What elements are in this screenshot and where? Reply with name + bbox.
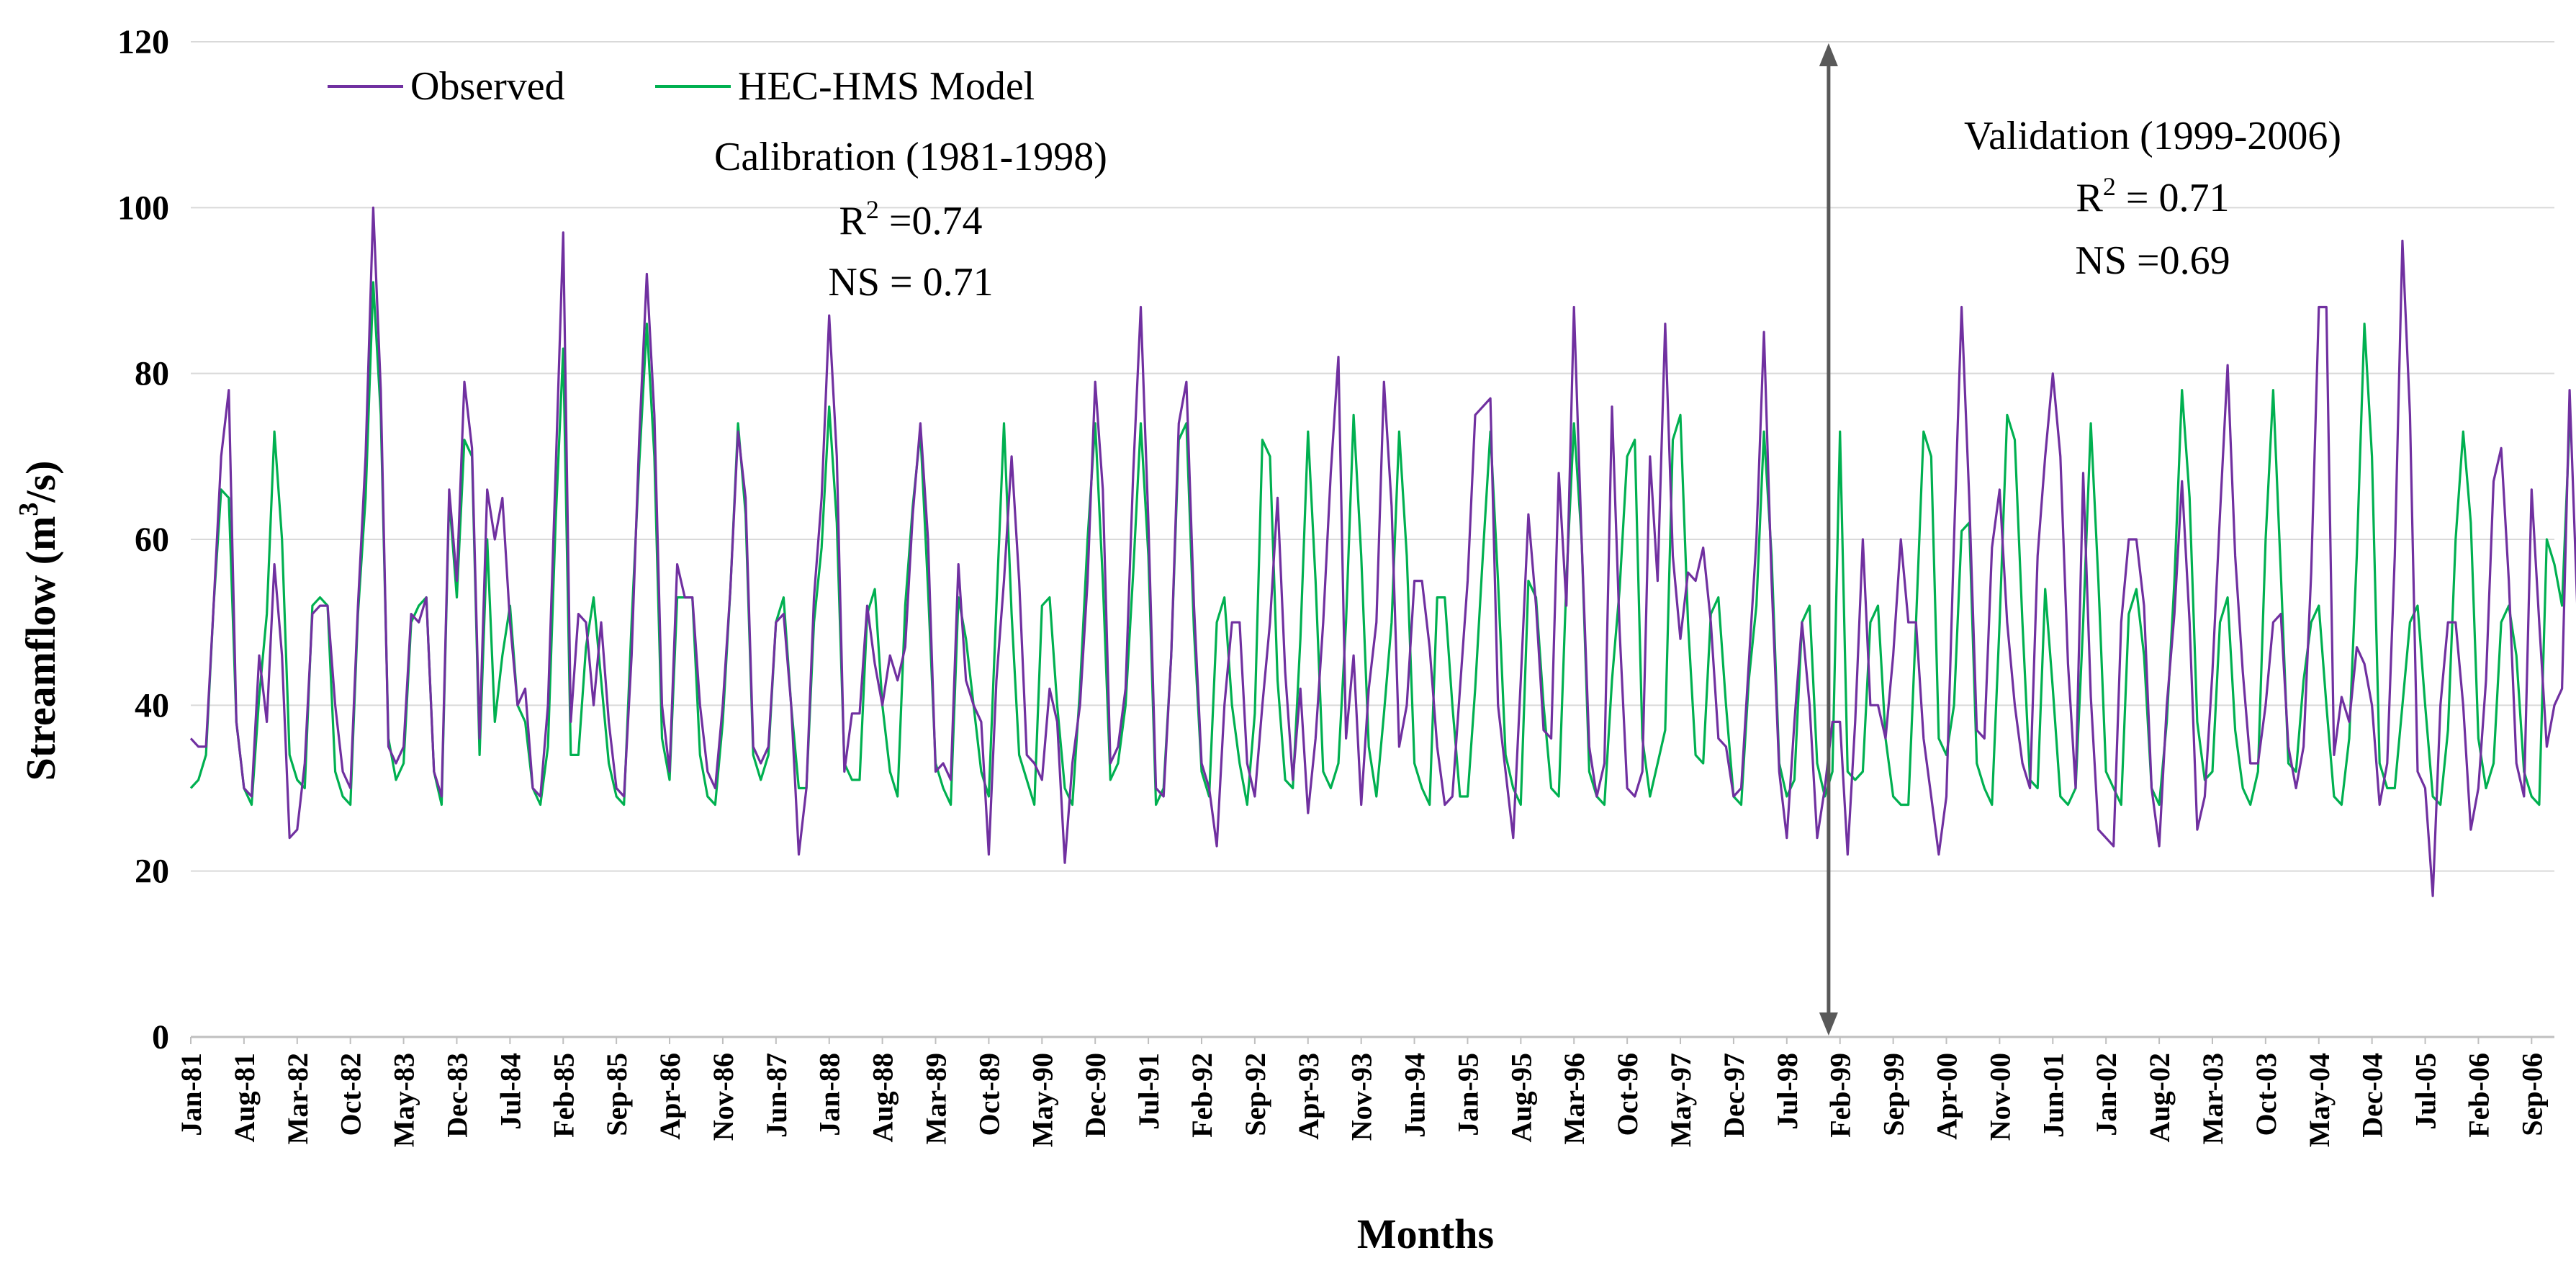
x-tick-label: Mar-96 <box>1558 1053 1590 1144</box>
x-tick-label: Dec-83 <box>441 1053 473 1138</box>
legend: Observed HEC-HMS Model <box>328 64 1035 109</box>
x-tick-label: Nov-93 <box>1346 1053 1378 1141</box>
series-lines <box>189 206 2576 897</box>
x-tick-label: May-04 <box>2303 1053 2336 1147</box>
calibration-ns: NS = 0.71 <box>828 260 993 305</box>
calibration-validation-divider <box>1819 43 1838 1036</box>
x-tick-label: Oct-89 <box>973 1053 1005 1136</box>
x-tick-label: Nov-00 <box>1983 1053 2016 1141</box>
x-tick-label: Feb-99 <box>1824 1053 1857 1138</box>
validation-r2: R2 = 0.71 <box>2076 172 2230 220</box>
divider-arrowhead-bottom <box>1819 1012 1838 1036</box>
x-tick-label: May-90 <box>1026 1053 1058 1147</box>
x-tick-label: Aug-95 <box>1505 1053 1537 1142</box>
x-tick-label: Feb-85 <box>547 1053 580 1138</box>
x-tick-label: Sep-92 <box>1239 1053 1271 1136</box>
x-tick-label: Jan-95 <box>1451 1053 1484 1136</box>
x-tick-label: Sep-99 <box>1878 1053 1910 1136</box>
x-tick-label: Jul-98 <box>1771 1053 1803 1130</box>
x-tick-label: Mar-03 <box>2197 1053 2229 1144</box>
x-tick-label: Jun-01 <box>2037 1053 2069 1138</box>
y-tick-label: 40 <box>135 686 169 724</box>
y-tick-label: 20 <box>135 853 169 891</box>
x-tick-label: Sep-06 <box>2516 1053 2548 1136</box>
x-tick-label: Aug-81 <box>228 1053 261 1142</box>
x-tick-label: Jul-05 <box>2410 1053 2442 1130</box>
x-tick-label: Jun-94 <box>1399 1053 1431 1138</box>
x-tick-label: Feb-06 <box>2462 1053 2495 1138</box>
series-line-observed <box>189 206 2576 897</box>
x-tick-label: Jan-02 <box>2090 1053 2122 1136</box>
divider-arrowhead-top <box>1819 43 1838 66</box>
x-tick-label: May-83 <box>388 1053 420 1147</box>
x-tick-label: Jul-84 <box>494 1053 526 1130</box>
x-tick-label: May-97 <box>1665 1053 1697 1147</box>
x-axis-tick-labels: Jan-81 Aug-81 Mar-82 Oct-82 May-83 Dec-83 Jul-… <box>175 1037 2548 1147</box>
x-tick-label: Jul-91 <box>1132 1053 1165 1130</box>
y-axis-tick-labels: 0 20 40 60 80 100 120 <box>117 23 169 1056</box>
x-tick-label: Nov-86 <box>707 1053 739 1141</box>
x-tick-label: Apr-86 <box>654 1053 686 1140</box>
legend-model-label: HEC-HMS Model <box>738 64 1035 109</box>
validation-ns: NS =0.69 <box>2075 238 2230 283</box>
x-tick-label: Oct-82 <box>335 1053 367 1136</box>
x-tick-label: Jun-87 <box>760 1053 793 1138</box>
calibration-title: Calibration (1981-1998) <box>714 135 1107 179</box>
x-tick-label: Mar-82 <box>282 1053 314 1144</box>
x-tick-label: Oct-96 <box>1611 1053 1644 1136</box>
x-tick-label: Oct-03 <box>2250 1053 2282 1136</box>
y-tick-label: 80 <box>135 355 169 393</box>
x-tick-label: Aug-88 <box>867 1053 899 1142</box>
x-tick-label: Jan-81 <box>175 1053 207 1136</box>
y-axis-title: Streamflow (m3/s) <box>14 461 64 781</box>
x-tick-label: Sep-85 <box>600 1053 633 1136</box>
y-tick-label: 100 <box>117 189 169 227</box>
gridlines <box>191 41 2554 872</box>
x-axis-title: Months <box>1357 1211 1494 1257</box>
legend-observed-label: Observed <box>410 64 565 109</box>
x-tick-label: Mar-89 <box>920 1053 953 1144</box>
x-tick-label: Apr-93 <box>1292 1053 1325 1140</box>
x-tick-label: Aug-02 <box>2143 1053 2176 1142</box>
calibration-r2: R2 =0.74 <box>839 195 983 243</box>
x-tick-label: Feb-92 <box>1186 1053 1218 1138</box>
x-tick-label: Dec-97 <box>1718 1053 1750 1138</box>
y-tick-label: 0 <box>152 1018 169 1056</box>
validation-title: Validation (1999-2006) <box>1964 114 2341 158</box>
x-tick-label: Dec-04 <box>2356 1053 2389 1138</box>
x-tick-label: Apr-00 <box>1930 1053 1963 1140</box>
y-tick-label: 120 <box>117 23 169 61</box>
x-tick-label: Dec-90 <box>1079 1053 1112 1138</box>
x-tick-label: Jan-88 <box>814 1053 846 1136</box>
y-tick-label: 60 <box>135 521 169 559</box>
